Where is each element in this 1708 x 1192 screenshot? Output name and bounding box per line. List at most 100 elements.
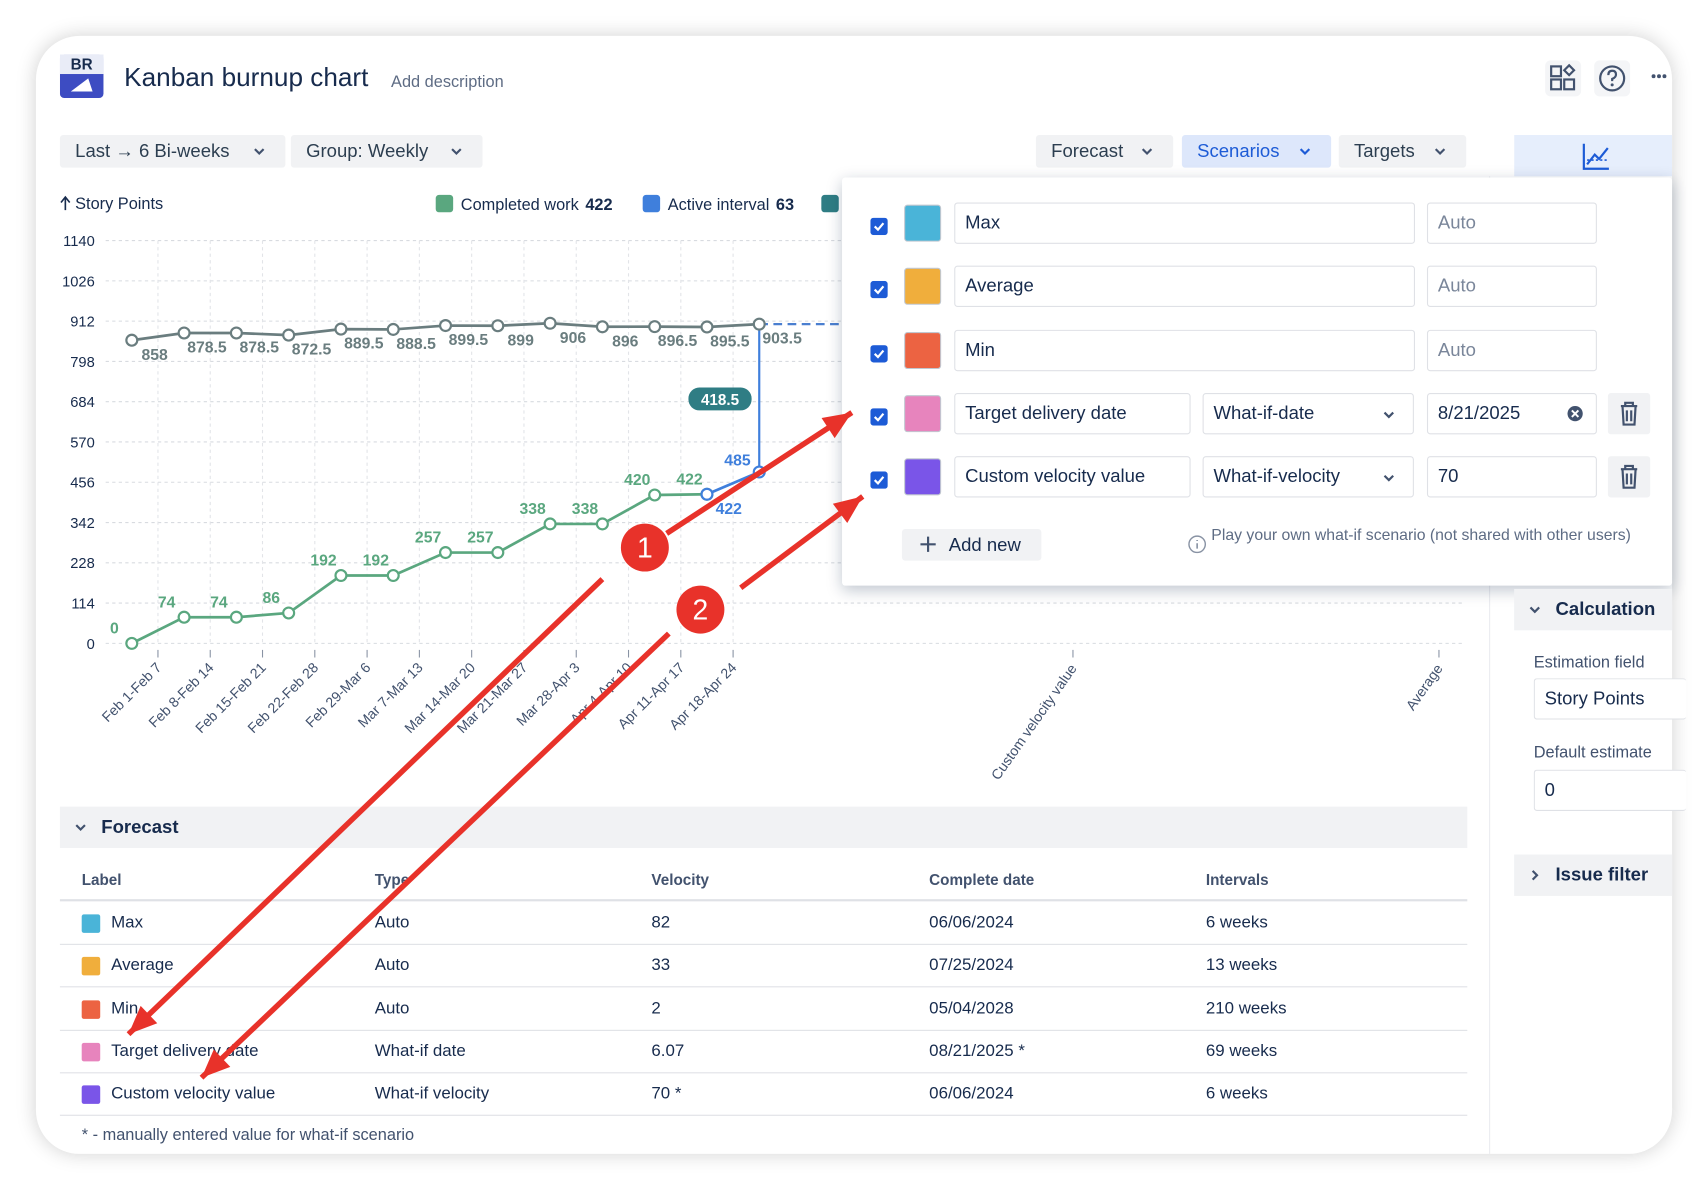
scenario-type-select[interactable]: What-if-date	[1202, 392, 1414, 435]
button-label: Forecast	[1051, 140, 1124, 162]
data-label: 192	[310, 553, 337, 570]
scenario-value-input[interactable]: Auto	[1426, 329, 1597, 371]
data-label: 338	[520, 501, 547, 518]
y-tick-label: 0	[87, 637, 95, 653]
checkmark	[873, 222, 885, 232]
delete-button[interactable]	[1607, 392, 1651, 435]
toolbar-button[interactable]: Targets	[1338, 134, 1467, 168]
info-circle	[1188, 535, 1207, 554]
toolbar-button[interactable]: Group: Weekly	[290, 134, 483, 168]
gap-label: 418.5	[701, 392, 740, 409]
y-tick-label: 570	[70, 435, 95, 451]
scenario-name-input[interactable]: Custom velocity value	[954, 456, 1191, 498]
point	[491, 546, 505, 560]
button-label: Group: Weekly	[306, 140, 429, 162]
chevron	[451, 148, 462, 156]
clear-x	[1571, 409, 1580, 418]
table-cell: 05/04/2028	[929, 998, 1014, 1018]
table-cell: Average	[111, 956, 174, 975]
point	[282, 328, 296, 342]
checkbox[interactable]	[870, 344, 888, 363]
scenario-value-input[interactable]: 8/21/2025	[1426, 392, 1597, 435]
scenario-type-select[interactable]: What-if-velocity	[1202, 456, 1414, 498]
header-divider	[59, 899, 1468, 902]
point	[700, 320, 714, 334]
point	[177, 610, 191, 624]
data-label: 422	[716, 501, 743, 518]
dot	[1662, 74, 1667, 79]
point	[595, 517, 609, 531]
color-swatch[interactable]	[904, 204, 942, 242]
scenario-name-input[interactable]: Min	[954, 329, 1416, 371]
y-tick-label: 684	[70, 395, 95, 411]
data-label: 74	[210, 594, 228, 611]
scenario-value-input[interactable]: Auto	[1426, 265, 1597, 308]
column-header: Intervals	[1205, 870, 1269, 889]
checkbox[interactable]	[870, 281, 888, 299]
data-label: 895.5	[710, 334, 750, 351]
data-label: 257	[415, 530, 442, 547]
checkbox[interactable]	[870, 408, 888, 426]
y-axis-label: Story Points	[75, 195, 163, 213]
section-header[interactable]: Issue filter	[1514, 854, 1673, 896]
icon-diamond	[1562, 63, 1576, 77]
scenario-name-input[interactable]: Max	[954, 202, 1416, 244]
section-header[interactable]: Forecast	[59, 806, 1468, 849]
clear-icon[interactable]	[1566, 405, 1583, 422]
button-label: Targets	[1354, 140, 1415, 162]
data-label: 422	[676, 471, 703, 488]
color-swatch	[81, 1085, 101, 1105]
scenario-name-input[interactable]: Average	[954, 265, 1416, 308]
scenario-value-input[interactable]: 70	[1426, 456, 1597, 498]
point	[438, 546, 453, 560]
trash-icon	[1620, 465, 1638, 489]
table-cell: Auto	[374, 956, 410, 975]
chevron-icon	[1529, 606, 1540, 614]
checkbox[interactable]	[870, 471, 888, 489]
info-icon	[1188, 535, 1207, 554]
table-cell: 69 weeks	[1205, 1041, 1278, 1061]
scenario-name-input[interactable]: Target delivery date	[954, 392, 1191, 435]
table-cell: 6.07	[651, 1041, 685, 1061]
table-cell: 210 weeks	[1205, 998, 1287, 1018]
chevron	[1529, 606, 1540, 614]
toolbar-button[interactable]: Scenarios	[1181, 134, 1332, 168]
add-description[interactable]: Add description	[391, 72, 504, 92]
chevron-icon	[1141, 148, 1153, 156]
data-label: 906	[560, 330, 587, 347]
default-estimate-input[interactable]: 0	[1533, 769, 1687, 812]
legend-swatch	[821, 194, 839, 213]
checkmark	[873, 349, 885, 359]
toolbar-button[interactable]: Last → 6 Bi-weeks	[59, 134, 286, 168]
section-header[interactable]: Calculation	[1514, 588, 1673, 631]
checkbox[interactable]	[870, 217, 888, 236]
scenario-value-input[interactable]: Auto	[1426, 202, 1597, 244]
checkmark	[873, 476, 885, 486]
y-tick-label: 228	[70, 556, 95, 572]
row-divider	[59, 986, 1468, 988]
color-swatch[interactable]	[904, 395, 942, 433]
toolbar-button[interactable]: Forecast	[1035, 134, 1174, 168]
table-cell: 07/25/2024	[929, 956, 1014, 975]
color-swatch[interactable]	[904, 458, 942, 496]
point	[229, 610, 243, 624]
table-cell: 82	[651, 913, 671, 932]
checkmark	[873, 285, 885, 295]
point	[543, 517, 557, 531]
color-swatch[interactable]	[904, 268, 942, 306]
estimation-field-input[interactable]: Story Points	[1533, 678, 1687, 720]
info-text: Play your own what-if scenario (not shar…	[1211, 526, 1631, 545]
help-mark	[1607, 69, 1618, 82]
chevron-icon	[1383, 475, 1394, 482]
point	[334, 568, 348, 583]
point	[438, 319, 453, 333]
delete-button[interactable]	[1607, 456, 1651, 498]
point	[125, 333, 139, 347]
add-new-button[interactable]: Add new	[901, 529, 1042, 561]
color-swatch[interactable]	[904, 331, 942, 369]
section-title: Forecast	[101, 816, 179, 838]
panel-divider	[1489, 176, 1491, 1154]
y-tick-label: 798	[70, 355, 95, 371]
chevron	[1531, 870, 1539, 881]
chevron	[1434, 148, 1446, 156]
